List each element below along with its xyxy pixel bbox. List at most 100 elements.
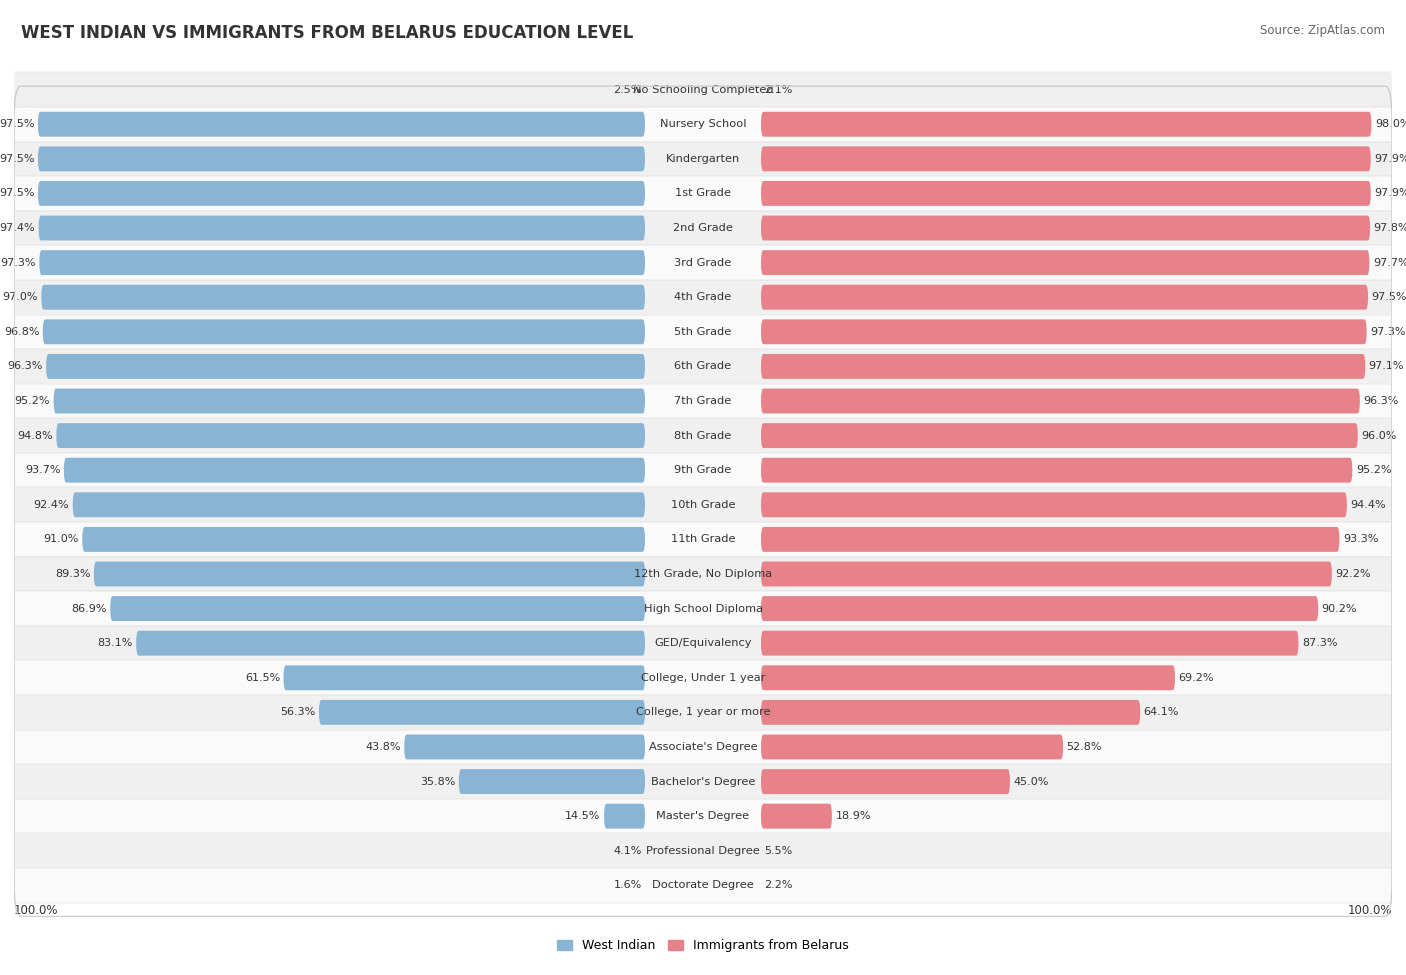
Text: No Schooling Completed: No Schooling Completed [633, 85, 773, 95]
Text: 2.2%: 2.2% [765, 880, 793, 890]
FancyBboxPatch shape [14, 488, 1392, 522]
Text: 91.0%: 91.0% [44, 534, 79, 544]
Text: 18.9%: 18.9% [835, 811, 870, 821]
FancyBboxPatch shape [56, 423, 645, 448]
Text: 7th Grade: 7th Grade [675, 396, 731, 406]
FancyBboxPatch shape [14, 453, 1392, 488]
Text: 100.0%: 100.0% [14, 904, 59, 916]
FancyBboxPatch shape [14, 660, 1392, 695]
FancyBboxPatch shape [14, 107, 1392, 141]
FancyBboxPatch shape [14, 280, 1392, 315]
Text: 87.3%: 87.3% [1302, 639, 1337, 648]
FancyBboxPatch shape [761, 769, 1010, 794]
Text: 90.2%: 90.2% [1322, 604, 1357, 613]
FancyBboxPatch shape [14, 384, 1392, 418]
FancyBboxPatch shape [458, 769, 645, 794]
FancyBboxPatch shape [41, 285, 645, 310]
Text: 97.8%: 97.8% [1374, 223, 1406, 233]
FancyBboxPatch shape [761, 803, 832, 829]
FancyBboxPatch shape [14, 729, 1392, 764]
Text: High School Diploma: High School Diploma [644, 604, 762, 613]
Text: 97.9%: 97.9% [1374, 154, 1406, 164]
FancyBboxPatch shape [14, 868, 1392, 903]
Text: 9th Grade: 9th Grade [675, 465, 731, 475]
FancyBboxPatch shape [761, 457, 1353, 483]
FancyBboxPatch shape [761, 389, 1360, 413]
FancyBboxPatch shape [14, 349, 1392, 384]
Text: 92.2%: 92.2% [1336, 569, 1371, 579]
Text: 43.8%: 43.8% [366, 742, 401, 752]
Text: 93.3%: 93.3% [1343, 534, 1378, 544]
Text: 97.4%: 97.4% [0, 223, 35, 233]
FancyBboxPatch shape [319, 700, 645, 724]
Text: 96.8%: 96.8% [4, 327, 39, 336]
Text: 94.4%: 94.4% [1350, 500, 1386, 510]
Text: Associate's Degree: Associate's Degree [648, 742, 758, 752]
FancyBboxPatch shape [38, 181, 645, 206]
FancyBboxPatch shape [14, 211, 1392, 246]
FancyBboxPatch shape [761, 320, 1367, 344]
Text: 45.0%: 45.0% [1014, 776, 1049, 787]
Text: 69.2%: 69.2% [1178, 673, 1213, 682]
Text: 11th Grade: 11th Grade [671, 534, 735, 544]
FancyBboxPatch shape [38, 112, 645, 136]
Text: 4.1%: 4.1% [613, 845, 641, 856]
FancyBboxPatch shape [14, 557, 1392, 591]
Text: Professional Degree: Professional Degree [647, 845, 759, 856]
FancyBboxPatch shape [73, 492, 645, 518]
Text: Source: ZipAtlas.com: Source: ZipAtlas.com [1260, 24, 1385, 37]
Text: 3rd Grade: 3rd Grade [675, 257, 731, 267]
FancyBboxPatch shape [63, 457, 645, 483]
FancyBboxPatch shape [83, 526, 645, 552]
FancyBboxPatch shape [39, 251, 645, 275]
Text: College, 1 year or more: College, 1 year or more [636, 708, 770, 718]
Text: 97.3%: 97.3% [0, 257, 37, 267]
Text: 95.2%: 95.2% [14, 396, 51, 406]
FancyBboxPatch shape [14, 695, 1392, 729]
FancyBboxPatch shape [14, 522, 1392, 557]
Text: 95.2%: 95.2% [1355, 465, 1392, 475]
Text: Kindergarten: Kindergarten [666, 154, 740, 164]
FancyBboxPatch shape [761, 562, 1331, 586]
Text: 97.1%: 97.1% [1369, 362, 1405, 371]
FancyBboxPatch shape [761, 665, 1175, 690]
FancyBboxPatch shape [38, 146, 645, 172]
Text: 92.4%: 92.4% [34, 500, 69, 510]
Text: 2.5%: 2.5% [613, 85, 641, 95]
FancyBboxPatch shape [14, 626, 1392, 660]
FancyBboxPatch shape [761, 631, 1299, 655]
Text: 1st Grade: 1st Grade [675, 188, 731, 199]
Text: 97.5%: 97.5% [1371, 292, 1406, 302]
Text: 94.8%: 94.8% [17, 431, 53, 441]
Text: 61.5%: 61.5% [245, 673, 280, 682]
Text: 35.8%: 35.8% [420, 776, 456, 787]
Text: WEST INDIAN VS IMMIGRANTS FROM BELARUS EDUCATION LEVEL: WEST INDIAN VS IMMIGRANTS FROM BELARUS E… [21, 24, 634, 42]
Text: 97.5%: 97.5% [0, 119, 35, 130]
Text: 96.3%: 96.3% [7, 362, 42, 371]
FancyBboxPatch shape [761, 492, 1347, 518]
Text: 93.7%: 93.7% [25, 465, 60, 475]
Text: 8th Grade: 8th Grade [675, 431, 731, 441]
FancyBboxPatch shape [761, 354, 1365, 379]
Text: 6th Grade: 6th Grade [675, 362, 731, 371]
FancyBboxPatch shape [42, 320, 645, 344]
FancyBboxPatch shape [14, 141, 1392, 176]
Legend: West Indian, Immigrants from Belarus: West Indian, Immigrants from Belarus [553, 934, 853, 957]
Text: 97.5%: 97.5% [0, 154, 35, 164]
Text: 97.7%: 97.7% [1372, 257, 1406, 267]
FancyBboxPatch shape [14, 72, 1392, 107]
FancyBboxPatch shape [761, 181, 1371, 206]
Text: Nursery School: Nursery School [659, 119, 747, 130]
Text: 52.8%: 52.8% [1067, 742, 1102, 752]
FancyBboxPatch shape [94, 562, 645, 586]
FancyBboxPatch shape [14, 246, 1392, 280]
Text: Bachelor's Degree: Bachelor's Degree [651, 776, 755, 787]
Text: 97.0%: 97.0% [3, 292, 38, 302]
Text: 97.9%: 97.9% [1374, 188, 1406, 199]
FancyBboxPatch shape [761, 251, 1369, 275]
FancyBboxPatch shape [761, 526, 1340, 552]
Text: 97.5%: 97.5% [0, 188, 35, 199]
Text: 2.1%: 2.1% [765, 85, 793, 95]
FancyBboxPatch shape [761, 596, 1319, 621]
FancyBboxPatch shape [14, 799, 1392, 834]
